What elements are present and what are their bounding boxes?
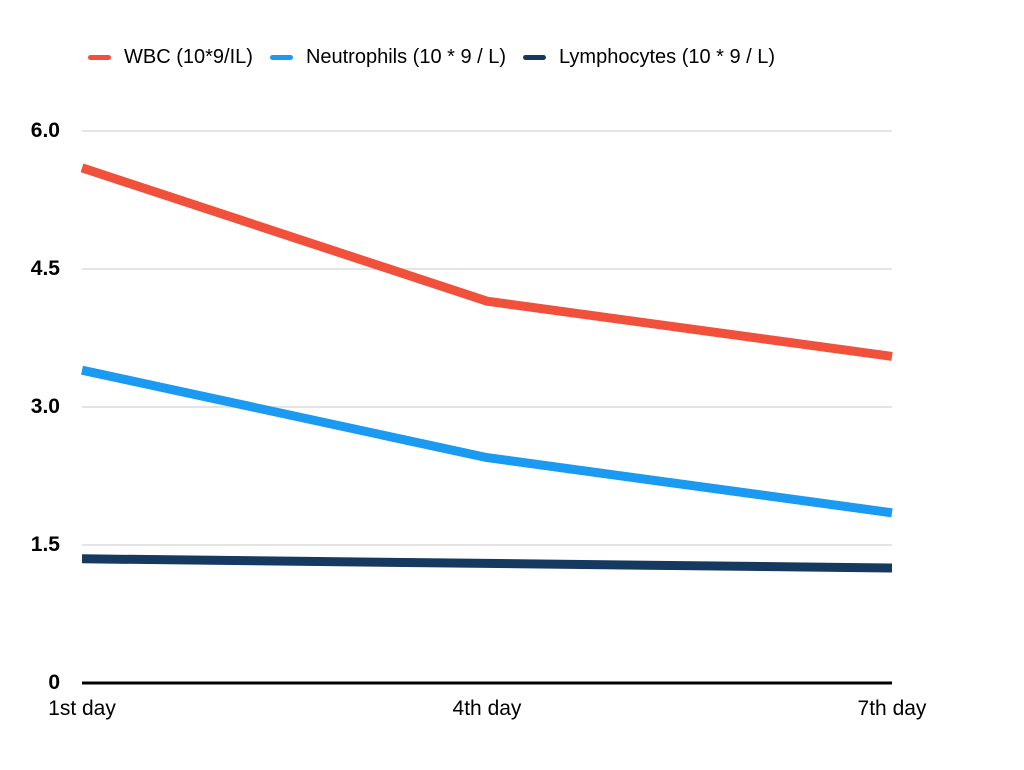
x-axis-tick-label: 1st day — [48, 697, 116, 720]
legend-item: Neutrophils (10 * 9 / L) — [269, 44, 507, 70]
legend-dash-icon — [88, 54, 111, 60]
series-line-1 — [81, 365, 893, 518]
legend-label: Lymphocytes (10 * 9 / L) — [559, 46, 776, 68]
y-axis-tick-label: 3.0 — [30, 395, 60, 418]
legend-label: WBC (10*9/IL) — [124, 46, 253, 68]
y-axis-tick-label: 0 — [48, 671, 60, 694]
legend-item: Lymphocytes (10 * 9 / L) — [523, 44, 775, 70]
y-axis-tick-label: 4.5 — [30, 257, 60, 280]
legend-dash-icon — [269, 54, 293, 60]
x-axis-tick-label: 4th day — [452, 697, 522, 720]
legend-item: WBC (10*9/IL) — [88, 44, 253, 70]
y-axis-tick-label: 6.0 — [30, 119, 60, 142]
y-axis-tick-label: 1.5 — [30, 533, 60, 556]
x-axis-tick-label: 7th day — [857, 697, 927, 720]
series-line-2 — [81, 554, 893, 573]
chart-legend: WBC (10*9/IL) Neutrophils (10 * 9 / L) L… — [88, 44, 775, 70]
legend-label: Neutrophils (10 * 9 / L) — [305, 46, 507, 68]
series-line-0 — [80, 163, 893, 361]
legend-dash-icon — [523, 54, 547, 60]
